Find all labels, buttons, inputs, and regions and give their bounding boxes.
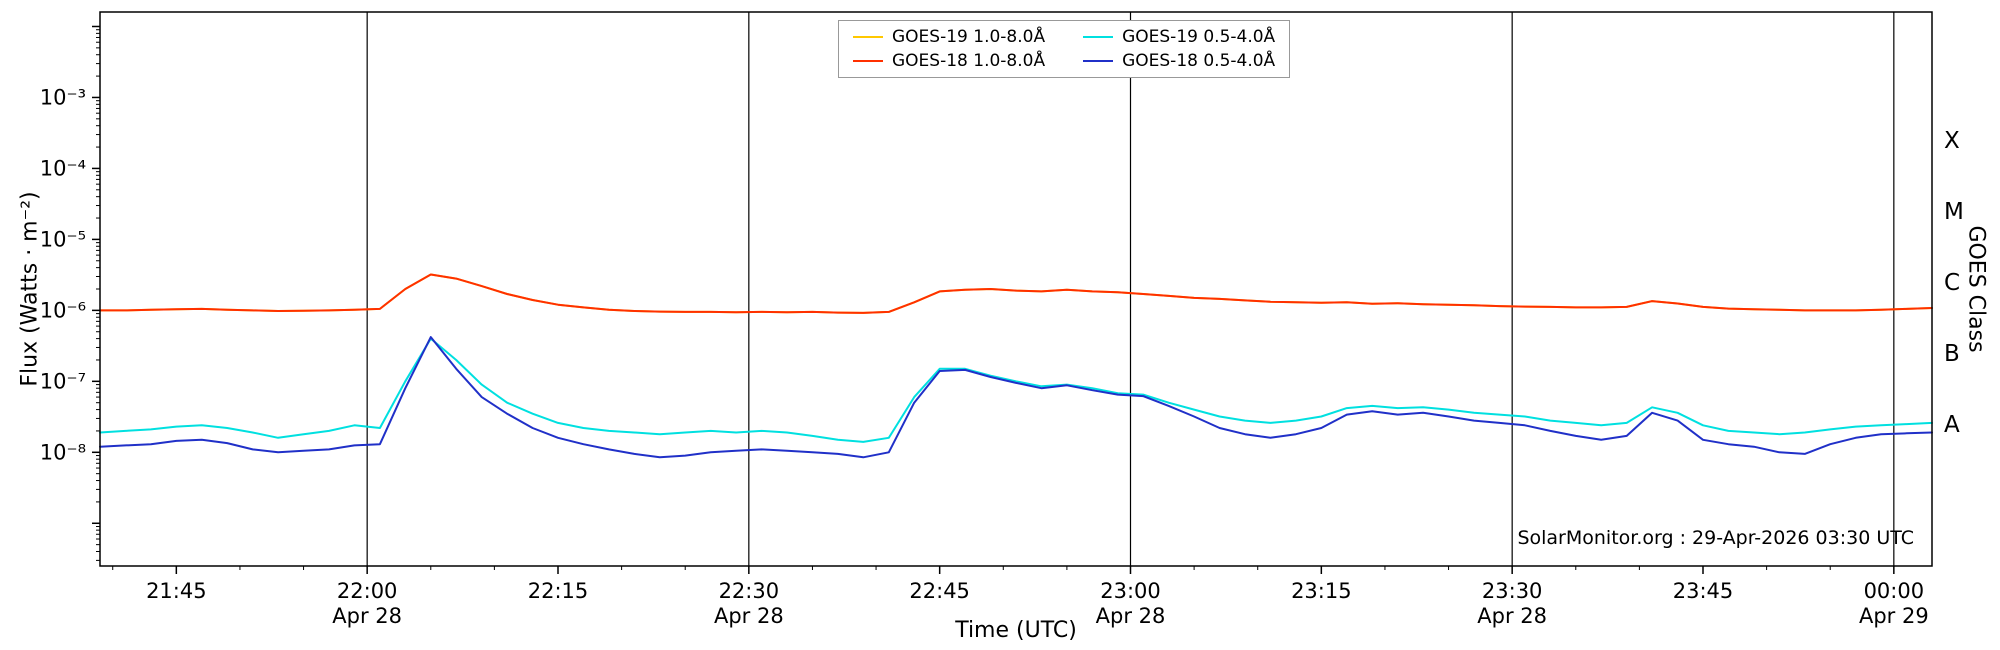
x-axis-label-time: Time (UTC) (955, 618, 1077, 643)
goes-class-letter: M (1944, 199, 1964, 225)
legend-label: GOES-18 0.5-4.0Å (1122, 51, 1276, 71)
goes-class-letter: X (1944, 128, 1960, 154)
watermark-solarmonitor: SolarMonitor.org : 29-Apr-2026 03:30 UTC (1517, 527, 1914, 549)
goes-class-letter: A (1944, 412, 1960, 438)
x-tick-label: 22:15 (528, 579, 589, 603)
x-tick-label: 23:30 (1482, 579, 1543, 603)
legend-line-swatch (853, 60, 883, 62)
legend-item: GOES-18 1.0-8.0Å (853, 51, 1045, 71)
legend-line-swatch (1083, 36, 1114, 38)
x-tick-label: 23:45 (1673, 579, 1734, 603)
y-tick-label: 10⁻⁷ (40, 369, 86, 393)
x-day-label: Apr 28 (1477, 604, 1547, 628)
x-day-label: Apr 29 (1859, 604, 1929, 628)
legend-line-swatch (1083, 60, 1114, 62)
y-tick-label: 10⁻⁶ (40, 298, 86, 322)
x-day-label: Apr 28 (1096, 604, 1166, 628)
series-line (99, 273, 1933, 314)
legend-item: GOES-18 0.5-4.0Å (1083, 51, 1275, 71)
legend-line-swatch (853, 36, 883, 38)
goes-class-letter: B (1944, 341, 1960, 367)
legend: GOES-19 1.0-8.0Å GOES-18 1.0-8.0Å GOES-19 … (838, 20, 1291, 78)
series-line (99, 337, 1933, 443)
legend-item: GOES-19 0.5-4.0Å (1083, 27, 1275, 47)
x-tick-label: 23:00 (1100, 579, 1161, 603)
legend-label: GOES-19 0.5-4.0Å (1122, 27, 1276, 47)
x-tick-label: 21:45 (146, 579, 207, 603)
legend-item: GOES-19 1.0-8.0Å (853, 27, 1045, 47)
goes-class-letter: C (1944, 270, 1960, 296)
y-tick-label: 10⁻⁸ (40, 440, 86, 464)
x-day-label: Apr 28 (332, 604, 402, 628)
y-axis-label-flux: Flux (Watts · m⁻²) (17, 191, 43, 387)
x-day-label: Apr 28 (714, 604, 784, 628)
x-tick-label: 22:00 (337, 579, 398, 603)
x-tick-label: 23:15 (1291, 579, 1352, 603)
plot-frame (99, 11, 1933, 567)
y-tick-label: 10⁻³ (40, 85, 86, 109)
x-tick-label: 22:45 (909, 579, 970, 603)
legend-label: GOES-18 1.0-8.0Å (892, 51, 1046, 71)
x-tick-label: 22:30 (719, 579, 780, 603)
x-tick-label: 00:00 (1864, 579, 1925, 603)
series-line (99, 336, 1933, 459)
series-line (99, 273, 1933, 314)
legend-label: GOES-19 1.0-8.0Å (892, 27, 1046, 47)
y-tick-label: 10⁻⁴ (40, 156, 86, 180)
y-axis-label-goes-class: GOES Class (1963, 225, 1989, 353)
y-tick-label: 10⁻⁵ (40, 227, 86, 251)
